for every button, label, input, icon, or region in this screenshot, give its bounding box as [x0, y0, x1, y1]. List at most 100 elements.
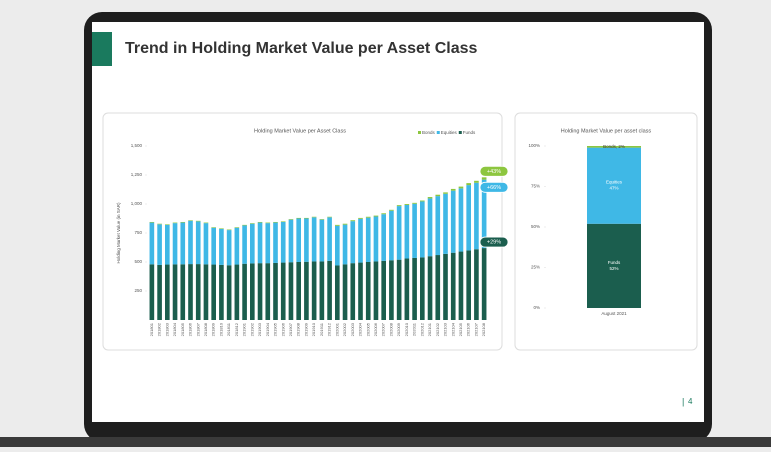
y-tick-label: 50%	[531, 224, 540, 229]
bar-segment	[250, 223, 255, 224]
bar-segment	[157, 224, 162, 265]
bar-segment	[219, 228, 224, 229]
bar-segment	[381, 260, 386, 320]
x-tick-label: 201901	[242, 322, 247, 336]
bar-segment	[587, 147, 641, 224]
bar-segment	[296, 217, 301, 219]
bar-segment	[342, 223, 348, 225]
bar-segment	[427, 198, 433, 257]
y-tick-label: 0%	[533, 305, 540, 310]
bar-segment	[342, 264, 348, 320]
change-label: +29%	[487, 240, 501, 246]
bar-segment	[219, 228, 224, 265]
bar-segment	[350, 220, 356, 222]
bar-segment	[234, 227, 240, 228]
bar-segment	[358, 218, 363, 263]
x-tick-label: 201902	[249, 322, 254, 336]
slide-title: Trend in Holding Market Value per Asset …	[125, 40, 478, 57]
bar-segment	[443, 193, 448, 254]
bar-segment	[242, 224, 247, 226]
x-tick-label: 202104	[450, 322, 455, 336]
x-tick-label: 202102	[435, 322, 440, 336]
x-tick-label: 201807	[195, 322, 200, 336]
bar-segment	[396, 206, 402, 260]
y-tick-label: 100%	[528, 143, 540, 148]
data-label-line: Funds	[608, 260, 621, 265]
bar-segment	[165, 224, 170, 265]
bar-segment	[404, 204, 410, 205]
bar-segment	[242, 263, 247, 320]
bar-segment	[296, 262, 301, 320]
bar-segment	[157, 223, 162, 225]
bar-segment	[427, 197, 433, 199]
x-tick-label: 202003	[350, 322, 355, 336]
x-tick-label: 202010	[404, 322, 409, 336]
bar-segment	[234, 264, 240, 320]
legend-label: Bonds	[422, 130, 436, 135]
x-tick-label: 201810	[218, 322, 223, 336]
bar-segment	[165, 224, 170, 225]
bar-segment	[195, 264, 201, 320]
bar-segment	[365, 262, 371, 320]
x-tick-label: 201808	[203, 322, 208, 336]
bar-segment	[172, 222, 178, 224]
bar-segment	[311, 217, 317, 262]
x-tick-label: 202009	[396, 322, 401, 336]
x-tick-label: 201912	[327, 322, 332, 336]
bar-segment	[396, 259, 402, 320]
x-tick-label: 201805	[180, 322, 185, 336]
y-tick-label: 250	[134, 288, 142, 293]
bar-segment	[304, 217, 309, 219]
x-tick-label: 202012	[419, 322, 424, 336]
bar-segment	[342, 224, 348, 265]
bar-segment	[311, 261, 317, 320]
bar-segment	[420, 257, 425, 320]
bar-segment	[365, 217, 371, 262]
bar-segment	[412, 257, 417, 320]
x-tick-label: 202107	[473, 322, 478, 336]
bar-segment	[389, 210, 394, 261]
bar-segment	[435, 194, 441, 197]
bar-segment	[157, 264, 162, 320]
bar-segment	[296, 218, 301, 262]
x-tick-label: 201903	[257, 322, 262, 336]
bar-segment	[358, 217, 363, 219]
bar-segment	[188, 264, 193, 320]
y-tick-label: 25%	[531, 265, 540, 270]
x-tick-label: 201910	[311, 322, 316, 336]
bar-segment	[195, 221, 201, 265]
x-tick-label: 202007	[381, 322, 386, 336]
bar-segment	[327, 216, 332, 218]
bar-segment	[288, 219, 294, 263]
x-tick-label: 201812	[234, 322, 239, 336]
x-tick-label: 202103	[443, 322, 448, 336]
bar-segment	[412, 203, 417, 258]
bar-segment	[211, 227, 216, 228]
bar-segment	[350, 221, 356, 264]
x-tick-label: 201803	[164, 322, 169, 336]
bar-segment	[389, 209, 394, 211]
bar-segment	[288, 262, 294, 320]
bar-segment	[219, 264, 224, 320]
accent-block	[92, 32, 112, 66]
legend-label: Funds	[463, 130, 476, 135]
bar-segment	[188, 220, 193, 221]
change-pill	[479, 165, 509, 177]
x-tick-label: 201908	[296, 322, 301, 336]
bar-segment	[481, 177, 487, 180]
bar-segment	[226, 229, 232, 231]
bar-segment	[211, 227, 216, 265]
bar-segment	[188, 220, 193, 265]
bar-segment	[273, 221, 278, 223]
bar-segment	[257, 221, 263, 223]
bar-segment	[435, 255, 441, 320]
x-tick-label: 201907	[288, 322, 293, 336]
laptop-base	[0, 437, 771, 447]
data-label-line: 52%	[609, 266, 618, 271]
bar-segment	[587, 223, 641, 308]
bar-segment	[265, 222, 271, 224]
legend-swatch	[418, 131, 421, 134]
bar-segment	[180, 264, 186, 320]
x-tick-label: 202011	[412, 322, 417, 336]
